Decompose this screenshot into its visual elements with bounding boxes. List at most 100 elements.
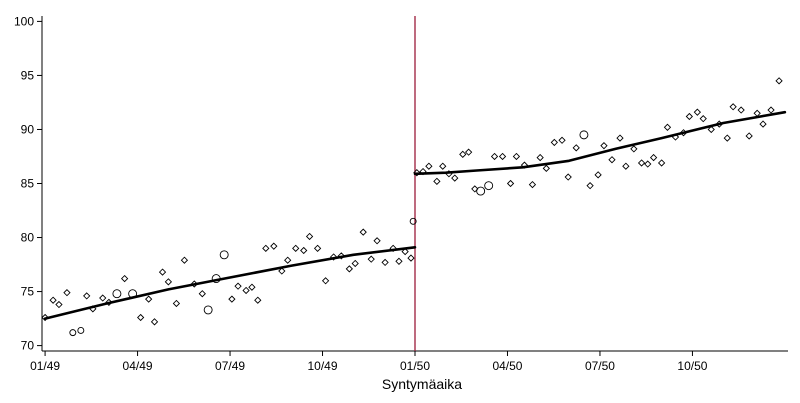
data-point (451, 174, 459, 182)
y-tick-label: 95 (21, 68, 35, 82)
data-point (693, 108, 702, 116)
data-point (145, 295, 153, 303)
x-tick-label: 07/49 (215, 359, 245, 373)
data-point (381, 258, 389, 267)
data-point (63, 289, 71, 297)
fit-line (413, 110, 787, 176)
data-point (433, 177, 441, 185)
data-point (219, 250, 229, 260)
data-point (484, 181, 494, 191)
data-point (313, 244, 322, 252)
data-point (99, 294, 107, 302)
data-point (699, 115, 707, 123)
data-point (345, 265, 353, 273)
data-point (401, 247, 409, 256)
data-point (685, 112, 693, 121)
data-point (55, 300, 63, 309)
data-point (305, 232, 314, 241)
data-point (300, 246, 308, 255)
data-point (558, 136, 566, 144)
data-point (616, 134, 624, 142)
x-tick-label: 07/50 (585, 359, 615, 373)
data-point (49, 296, 57, 304)
data-point (630, 145, 638, 153)
data-point (284, 256, 292, 264)
data-point (137, 313, 145, 322)
x-tick-label: 04/50 (492, 359, 522, 373)
data-point (41, 313, 49, 322)
x-tick-label: 01/50 (400, 359, 430, 373)
data-point (657, 159, 666, 167)
data-point (707, 125, 715, 134)
data-point (439, 162, 447, 170)
data-point (278, 267, 286, 275)
x-tick-label: 10/50 (677, 359, 707, 373)
x-tick-label: 04/49 (123, 359, 153, 373)
y-axis-ticks: 70 75 80 85 90 95 100 (14, 14, 42, 353)
y-tick-label: 100 (14, 14, 34, 28)
data-point (608, 156, 616, 164)
data-point (737, 106, 745, 114)
data-point (69, 329, 77, 337)
data-point (663, 123, 672, 131)
data-point (564, 173, 572, 181)
data-point (203, 305, 213, 315)
x-axis-ticks: 01/49 04/49 07/49 10/49 01/50 04/50 07/50 10/50 (30, 351, 708, 373)
data-point (321, 277, 330, 285)
data-point (262, 244, 270, 252)
data-point (506, 179, 515, 188)
data-point (180, 256, 189, 264)
data-point (164, 278, 173, 286)
data-point (395, 257, 403, 265)
data-point (373, 237, 381, 245)
data-point (759, 120, 767, 128)
data-point (234, 282, 242, 290)
data-point (425, 162, 433, 170)
x-tick-label: 01/49 (30, 359, 60, 373)
y-tick-label: 85 (21, 177, 35, 191)
data-point (775, 77, 783, 85)
y-tick-label: 70 (21, 339, 35, 353)
data-point (337, 252, 345, 260)
x-axis-title: Syntymäaika (382, 376, 462, 392)
data-point (498, 152, 507, 161)
data-point (413, 169, 421, 177)
data-point (329, 253, 338, 261)
data-point (389, 244, 397, 252)
data-point (459, 150, 467, 158)
data-point (594, 171, 602, 179)
data-point (476, 186, 486, 196)
data-point (367, 255, 375, 263)
y-tick-label: 80 (21, 231, 35, 245)
data-point (158, 268, 167, 276)
y-tick-label: 90 (21, 122, 35, 136)
data-point (228, 295, 236, 303)
data-point (536, 153, 544, 162)
data-point (767, 106, 775, 114)
data-point (465, 148, 473, 156)
data-point (407, 254, 415, 262)
data-point (644, 160, 652, 168)
data-point (490, 152, 499, 161)
data-point (622, 162, 630, 170)
data-point (172, 299, 181, 308)
data-point (409, 217, 417, 225)
data-point (528, 180, 537, 189)
data-point (600, 142, 608, 150)
data-point (579, 130, 589, 140)
data-point (248, 283, 256, 291)
data-point (512, 152, 521, 161)
data-point (542, 164, 550, 173)
data-point (723, 134, 731, 142)
data-point (150, 318, 159, 326)
data-point (292, 244, 300, 252)
data-point (359, 228, 367, 236)
data-point (120, 274, 129, 283)
data-point (351, 259, 359, 268)
data-point (572, 144, 580, 152)
data-point (83, 292, 91, 300)
data-point (586, 182, 594, 190)
fit-lines (43, 110, 787, 320)
x-tick-label: 10/49 (308, 359, 338, 373)
